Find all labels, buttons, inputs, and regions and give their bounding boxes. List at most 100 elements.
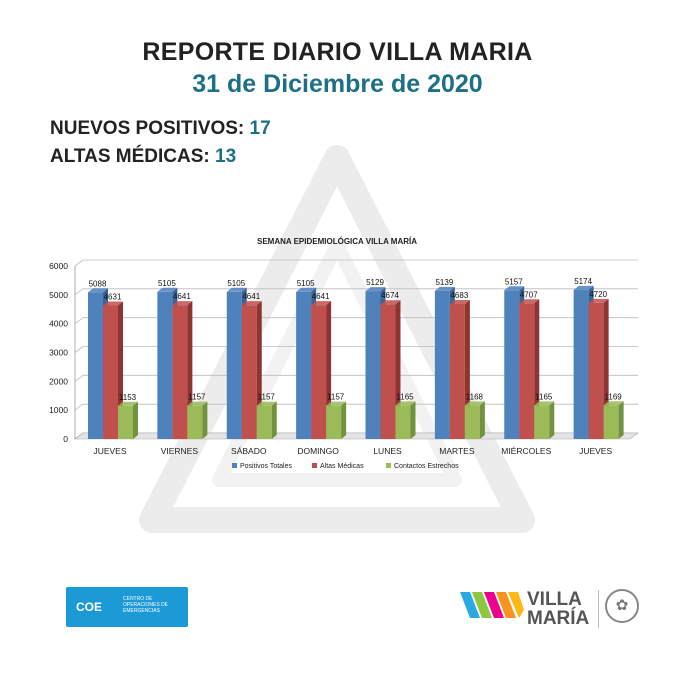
bar <box>311 305 327 439</box>
bar-top <box>464 401 485 406</box>
bar <box>157 291 173 439</box>
bar-top <box>311 301 332 306</box>
data-label: 4683 <box>450 291 468 300</box>
bar <box>380 304 396 439</box>
x-tick-label: VIERNES <box>161 446 199 456</box>
bar <box>118 405 133 439</box>
bar <box>588 302 604 439</box>
bar-top <box>449 299 470 304</box>
bar <box>434 290 450 439</box>
data-label: 4641 <box>312 292 330 301</box>
bar-top <box>103 301 123 306</box>
gridline-depth <box>74 346 84 353</box>
bar <box>573 289 589 439</box>
bar <box>226 291 242 439</box>
bar <box>256 405 272 439</box>
data-label: 5129 <box>366 278 384 287</box>
gridline-depth <box>74 259 84 267</box>
data-label: 4641 <box>173 292 191 301</box>
bar-side <box>410 401 416 439</box>
report-date: 31 de Diciembre de 2020 <box>192 70 483 98</box>
gridline-depth <box>74 403 84 411</box>
bar <box>449 303 465 439</box>
legend-swatch <box>232 463 237 468</box>
data-label: 1165 <box>396 392 414 401</box>
y-tick-label: 4000 <box>49 319 68 329</box>
bar-side <box>618 401 624 439</box>
bar-top <box>256 401 277 406</box>
bar-top <box>519 299 540 304</box>
bar-top <box>588 298 609 303</box>
data-label: 5105 <box>297 279 315 288</box>
data-label: 5105 <box>158 279 176 288</box>
x-tick-label: SÁBADO <box>231 446 267 456</box>
y-tick-label: 6000 <box>49 261 68 271</box>
x-tick-label: MIÉRCOLES <box>501 446 551 456</box>
bar <box>534 405 550 439</box>
bar-top <box>434 286 455 291</box>
bar-top <box>187 401 208 406</box>
data-label: 4631 <box>104 292 122 301</box>
logo-divider <box>598 590 599 628</box>
new-positives-stat: NUEVOS POSITIVOS: 17 <box>50 118 271 140</box>
data-label: 4674 <box>381 291 399 300</box>
bar <box>464 405 480 439</box>
bar <box>504 290 520 439</box>
bar-side <box>549 401 555 439</box>
x-tick-label: DOMINGO <box>297 446 339 456</box>
bar-top <box>157 287 178 292</box>
data-label: 5174 <box>574 277 592 286</box>
bar-top <box>395 401 416 406</box>
data-label: 1157 <box>327 393 345 402</box>
logo-line-2: MARÍA <box>527 608 590 629</box>
villa-maria-logo-text: VILLA MARÍA <box>527 590 589 628</box>
legend-label: Altas Médicas <box>320 463 364 470</box>
x-tick-label: JUEVES <box>579 446 612 456</box>
bar-top <box>226 287 247 292</box>
bar-side <box>271 401 277 439</box>
bar <box>103 305 118 439</box>
data-label: 5105 <box>227 279 245 288</box>
bar <box>172 305 188 439</box>
discharges-label: ALTAS MÉDICAS: <box>50 146 210 167</box>
bar-top <box>573 285 594 290</box>
new-positives-label: NUEVOS POSITIVOS: <box>50 118 245 139</box>
coe-logo: COE CENTRO DE OPERACIONES DE EMERGENCIAS <box>66 587 188 627</box>
coe-logo-text: COE <box>76 600 103 614</box>
bar <box>241 305 257 439</box>
y-tick-label: 1000 <box>49 405 68 415</box>
gridline-depth <box>74 375 84 382</box>
bar-top <box>296 287 317 292</box>
bar-top <box>88 288 108 293</box>
villa-maria-logo-icon <box>460 592 524 618</box>
bar-side <box>479 401 485 439</box>
bar-top <box>365 287 386 292</box>
x-tick-label: JUEVES <box>93 446 126 456</box>
data-label: 5088 <box>89 279 107 288</box>
data-label: 1168 <box>466 392 484 401</box>
bar-side <box>202 401 208 439</box>
legend-swatch <box>312 463 317 468</box>
y-tick-label: 3000 <box>49 348 68 358</box>
bar-top <box>118 401 138 406</box>
data-label: 5139 <box>435 278 453 287</box>
x-tick-label: LUNES <box>373 446 402 456</box>
chart-title: SEMANA EPIDEMIOLÓGICA VILLA MARÍA <box>257 237 417 246</box>
bar-top <box>326 401 347 406</box>
logo-line-1: VILLA <box>527 589 582 610</box>
bar <box>395 405 411 439</box>
bar-top <box>241 301 262 306</box>
data-label: 1165 <box>535 392 553 401</box>
data-label: 5157 <box>505 277 523 286</box>
bar-top <box>172 301 193 306</box>
bar <box>88 292 103 439</box>
bar <box>187 405 203 439</box>
data-label: 4641 <box>242 292 260 301</box>
bar-side <box>133 401 138 439</box>
y-tick-label: 2000 <box>49 376 68 386</box>
data-label: 1157 <box>258 393 276 402</box>
bar <box>365 291 381 439</box>
data-label: 4707 <box>520 290 538 299</box>
legend-label: Contactos Estrechos <box>394 463 459 470</box>
